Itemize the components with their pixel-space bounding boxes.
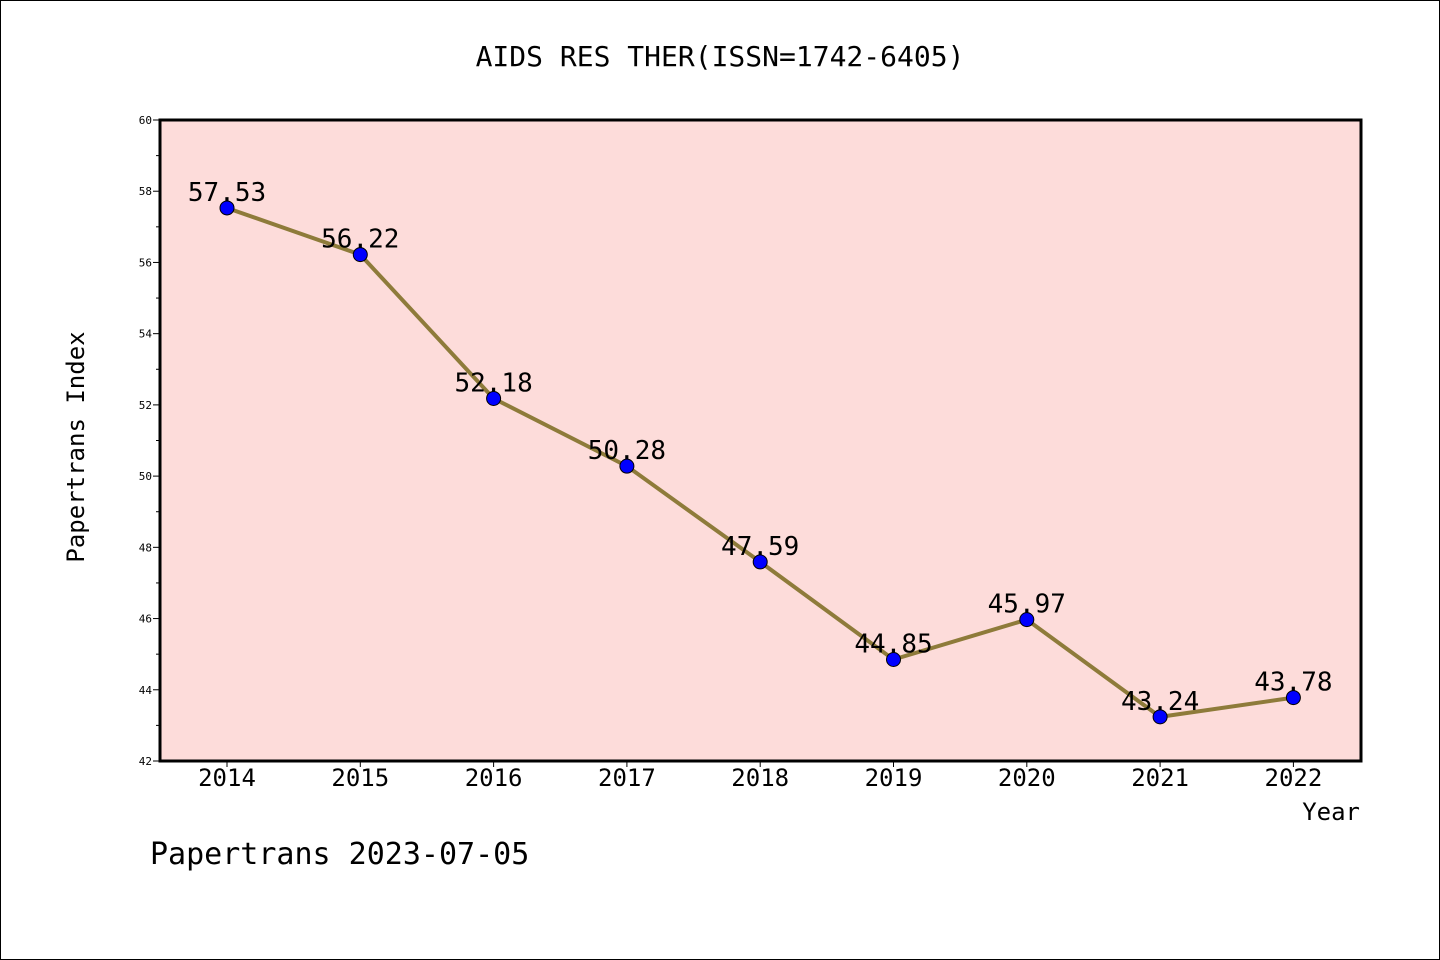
data-point [352, 247, 368, 263]
x-axis-label: Year [1302, 798, 1360, 826]
x-tick-label: 2019 [865, 764, 923, 792]
plot-area [158, 118, 1363, 763]
data-label: 44.85 [854, 630, 932, 660]
y-tick-label: 56 [139, 256, 152, 269]
y-tick-label: 42 [139, 755, 152, 768]
y-tick-label: 46 [139, 613, 152, 626]
data-label: 43.24 [1121, 687, 1199, 717]
data-label: 47.59 [721, 532, 799, 562]
x-tick-label: 2015 [331, 764, 389, 792]
data-point [1152, 709, 1168, 725]
data-point [219, 200, 235, 216]
y-tick-label: 44 [139, 684, 153, 697]
data-label: 45.97 [988, 590, 1066, 620]
footer-watermark: Papertrans 2023-07-05 [150, 837, 529, 872]
data-label: 57.53 [188, 178, 266, 208]
y-axis: 42 44 46 48 50 52 54 56 58 60 [139, 114, 160, 768]
data-point [619, 458, 635, 474]
data-point [1019, 612, 1035, 628]
series-layer: 57.53 56.22 52.18 50.28 47.59 44.85 45.97 43.24… [188, 178, 1333, 725]
y-tick-label: 48 [139, 541, 152, 554]
x-tick-label: 2021 [1131, 764, 1189, 792]
x-axis: 2014 2015 2016 2017 2018 2019 2020 2021 2022 [198, 761, 1322, 792]
x-tick-label: 2018 [731, 764, 789, 792]
data-label: 52.18 [454, 368, 532, 398]
x-tick-label: 2014 [198, 764, 256, 792]
data-label: 50.28 [588, 436, 666, 466]
data-point [1285, 690, 1301, 706]
y-tick-label: 52 [139, 399, 152, 412]
y-tick-label: 54 [139, 328, 153, 341]
y-tick-label: 50 [139, 470, 152, 483]
data-point [886, 652, 901, 668]
y-axis-label: Papertrans Index [62, 331, 90, 562]
y-tick-label: 60 [139, 114, 152, 127]
chart-title: AIDS RES THER(ISSN=1742-6405) [476, 40, 965, 73]
data-label: 56.22 [321, 225, 399, 255]
data-point [486, 390, 502, 406]
data-point [752, 554, 768, 570]
x-tick-label: 2017 [598, 764, 656, 792]
x-tick-label: 2022 [1265, 764, 1323, 792]
x-tick-label: 2016 [465, 764, 523, 792]
data-label: 43.78 [1254, 668, 1332, 698]
y-tick-label: 58 [139, 185, 152, 198]
x-tick-label: 2020 [998, 764, 1056, 792]
